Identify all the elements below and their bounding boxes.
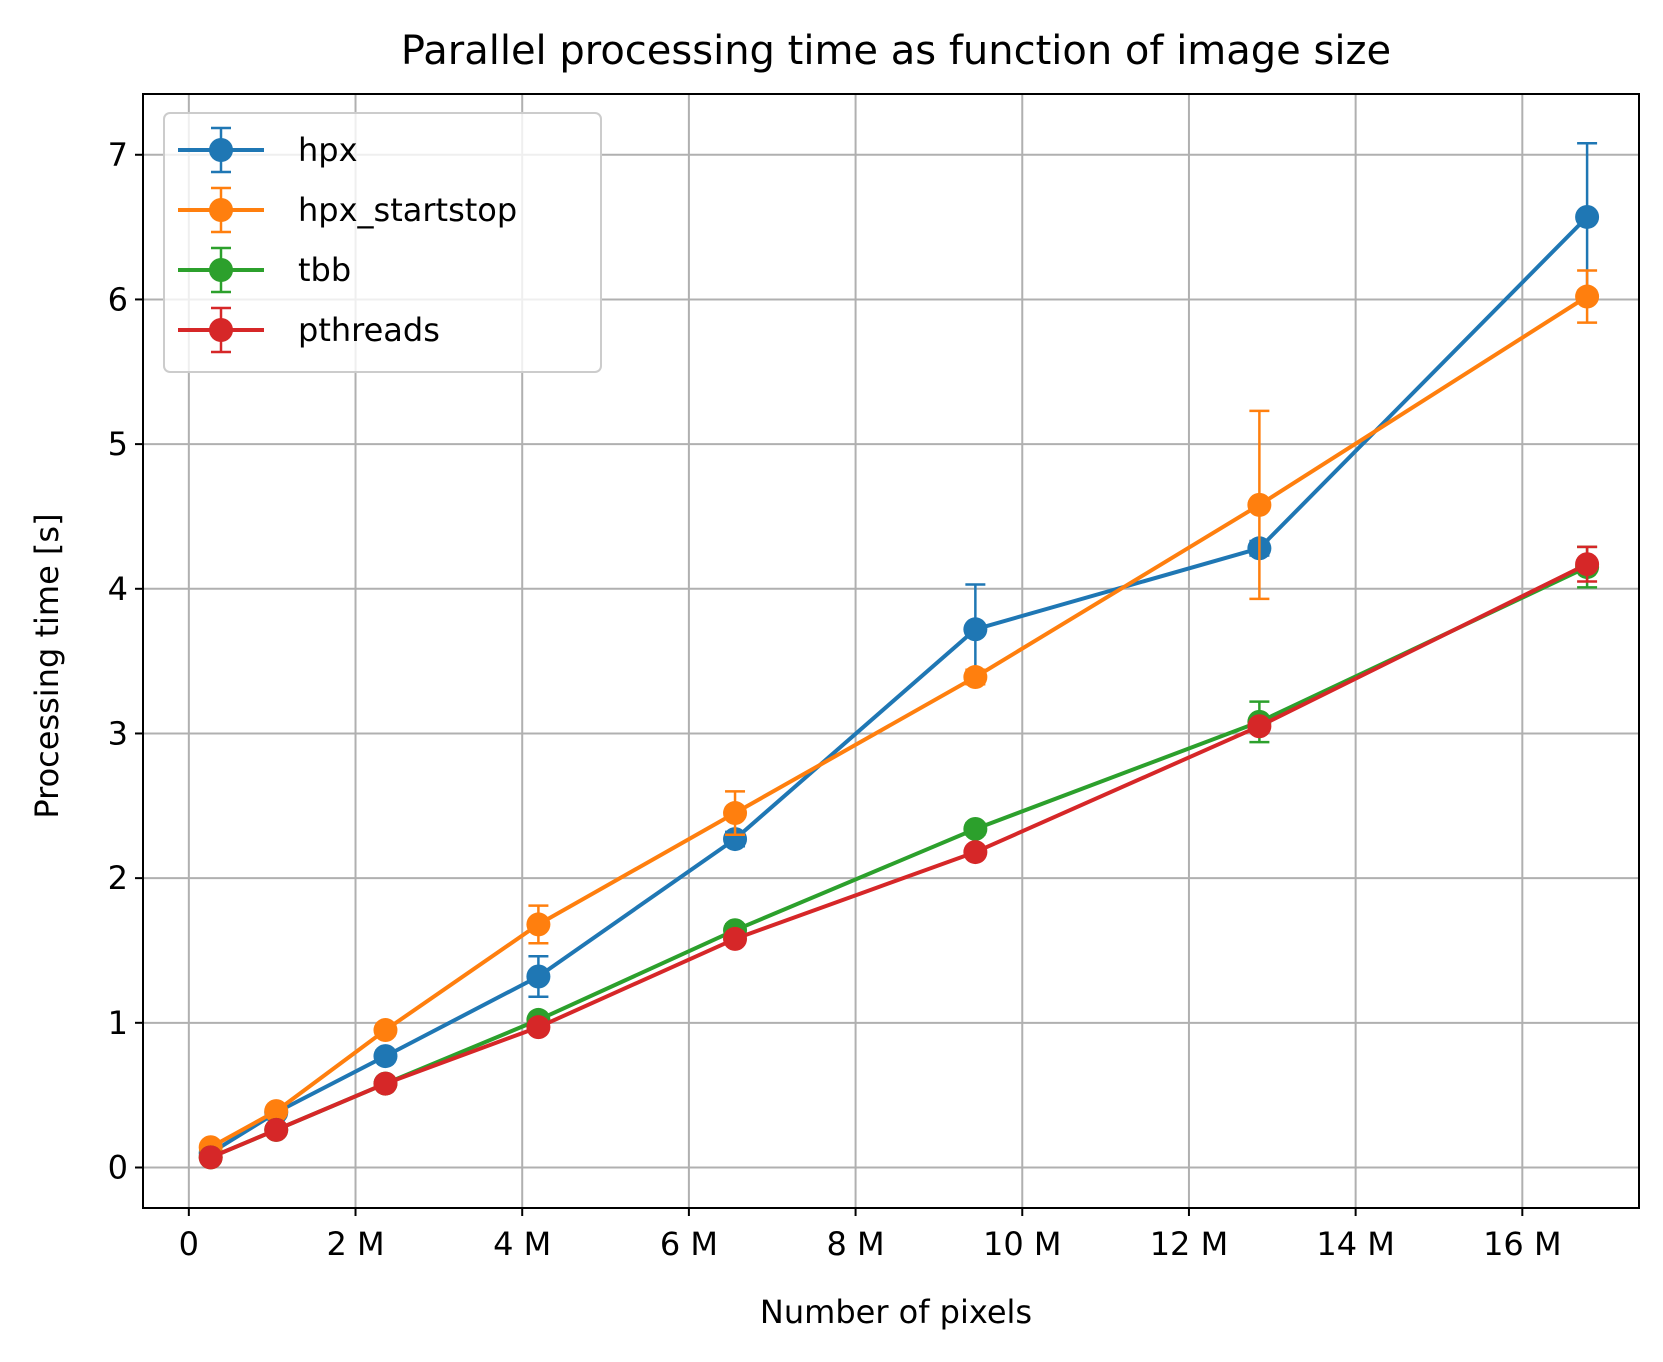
y-tick-label: 1 bbox=[108, 1004, 128, 1042]
legend-marker bbox=[209, 318, 233, 342]
data-point bbox=[1575, 552, 1600, 577]
legend-marker bbox=[209, 258, 233, 282]
legend-label: pthreads bbox=[298, 311, 440, 349]
series-line bbox=[209, 215, 1589, 1155]
data-point bbox=[198, 1145, 223, 1170]
x-tick-label: 2 M bbox=[326, 1225, 384, 1263]
data-point bbox=[1575, 284, 1600, 309]
data-point bbox=[723, 926, 748, 951]
series-pthreads bbox=[198, 545, 1600, 1170]
legend-item-tbb: tbb bbox=[178, 246, 351, 294]
legend-label: hpx bbox=[298, 131, 358, 169]
legend-marker bbox=[209, 138, 233, 162]
data-point bbox=[373, 1018, 398, 1043]
x-tick-label: 12 M bbox=[1150, 1225, 1229, 1263]
data-point bbox=[526, 964, 551, 989]
y-tick-label: 0 bbox=[108, 1148, 128, 1186]
x-tick-label: 8 M bbox=[827, 1225, 885, 1263]
data-point bbox=[264, 1117, 289, 1142]
x-axis-ticks: 0 2 M 4 M 6 M 8 M 10 M 12 M 14 M 16 M bbox=[179, 1208, 1562, 1263]
data-point bbox=[963, 840, 988, 865]
y-tick-label: 2 bbox=[108, 859, 128, 897]
series-line bbox=[209, 294, 1589, 1149]
y-tick-label: 7 bbox=[108, 136, 128, 174]
series-line bbox=[209, 562, 1588, 1160]
legend-item-hpx: hpx bbox=[178, 126, 358, 174]
legend-label: hpx_startstop bbox=[298, 191, 517, 229]
data-point bbox=[1575, 204, 1600, 229]
legend-item-hpx_startstop: hpx_startstop bbox=[178, 186, 517, 234]
data-point bbox=[264, 1099, 289, 1124]
x-tick-label: 16 M bbox=[1483, 1225, 1562, 1263]
data-point bbox=[526, 1015, 551, 1040]
legend-item-pthreads: pthreads bbox=[178, 306, 440, 354]
x-axis-label: Number of pixels bbox=[760, 1293, 1032, 1331]
y-tick-label: 6 bbox=[108, 280, 128, 318]
y-tick-label: 4 bbox=[108, 570, 128, 608]
data-point bbox=[1247, 492, 1272, 517]
chart-title: Parallel processing time as function of … bbox=[401, 28, 1391, 74]
y-tick-label: 3 bbox=[108, 714, 128, 752]
legend-box bbox=[163, 112, 602, 373]
data-point bbox=[723, 801, 748, 826]
y-axis-label: Processing time [s] bbox=[28, 513, 66, 818]
data-point bbox=[963, 665, 988, 690]
series-hpx_startstop bbox=[198, 269, 1600, 1160]
y-axis-ticks: 0 1 2 3 4 5 6 7 bbox=[108, 136, 143, 1186]
data-point bbox=[373, 1044, 398, 1069]
data-point bbox=[963, 816, 988, 841]
data-point bbox=[723, 827, 748, 852]
data-point bbox=[963, 617, 988, 642]
data-point bbox=[373, 1071, 398, 1096]
x-tick-label: 6 M bbox=[660, 1225, 718, 1263]
x-tick-label: 10 M bbox=[983, 1225, 1062, 1263]
x-tick-label: 14 M bbox=[1316, 1225, 1395, 1263]
x-tick-label: 0 bbox=[179, 1225, 199, 1263]
y-tick-label: 5 bbox=[108, 425, 128, 463]
plot-area-frame bbox=[142, 93, 1640, 1209]
legend-marker bbox=[209, 198, 233, 222]
x-tick-label: 4 M bbox=[493, 1225, 551, 1263]
data-point bbox=[526, 912, 551, 937]
data-point bbox=[1247, 714, 1272, 739]
legend-label: tbb bbox=[298, 251, 351, 289]
data-series bbox=[198, 141, 1600, 1170]
